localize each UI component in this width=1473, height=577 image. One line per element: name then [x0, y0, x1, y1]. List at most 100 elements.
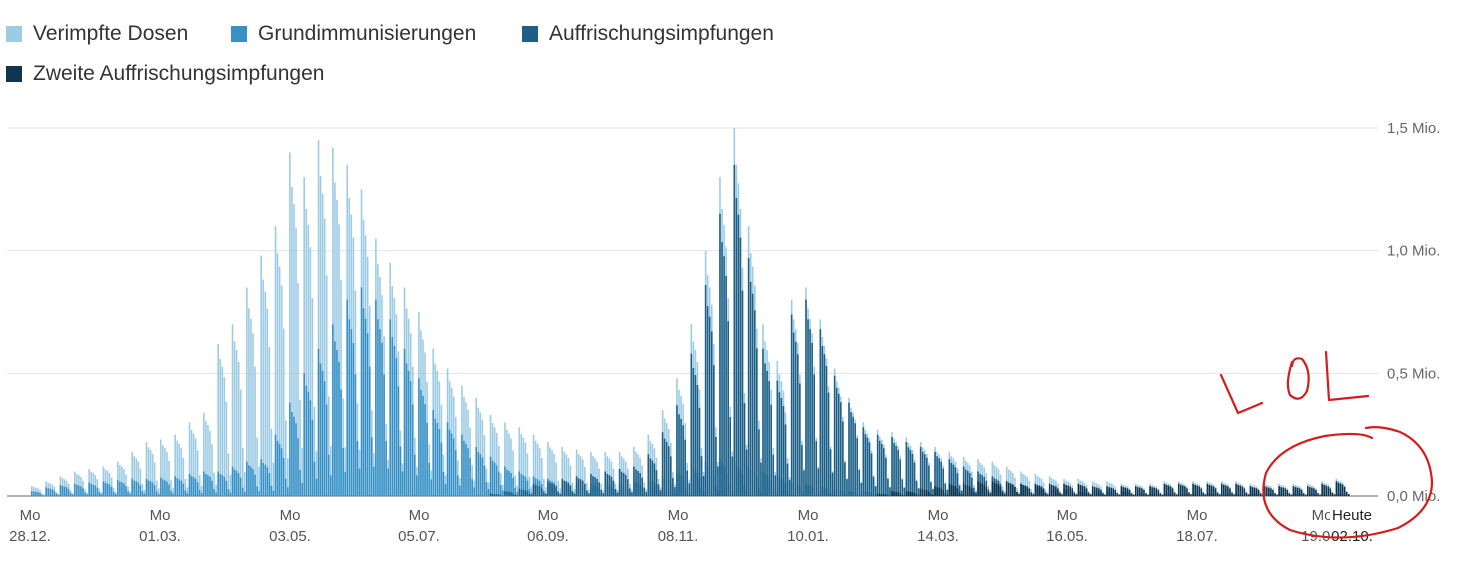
bar-grundimmunisierungen	[444, 483, 447, 496]
bar-zweite-auffrischungsimpfungen	[1128, 489, 1131, 496]
bar-zweite-auffrischungsimpfungen	[1065, 484, 1067, 496]
bar-grundimmunisierungen	[63, 486, 66, 496]
bar-zweite-auffrischungsimpfungen	[921, 489, 924, 496]
bar-auffrischungsimpfungen	[917, 488, 920, 496]
bar-grundimmunisierungen	[403, 348, 406, 496]
bar-grundimmunisierungen	[327, 454, 330, 496]
bar-grundimmunisierungen	[375, 299, 377, 496]
bar-zweite-auffrischungsimpfungen	[923, 489, 926, 496]
bar-verimpfte-dosen	[258, 466, 260, 496]
bar-grundimmunisierungen	[293, 416, 295, 496]
bar-grundimmunisierungen	[397, 386, 400, 496]
bar-zweite-auffrischungsimpfungen	[1186, 488, 1188, 496]
bar-verimpfte-dosen	[256, 437, 258, 496]
bar-grundimmunisierungen	[430, 479, 432, 496]
bar-grundimmunisierungen	[211, 480, 213, 496]
bar-auffrischungsimpfungen	[833, 375, 836, 496]
bar-auffrischungsimpfungen	[889, 487, 891, 496]
y-axis-ticks: 0,0 Mio. 0,5 Mio. 1,0 Mio. 1,5 Mio.	[1387, 120, 1440, 505]
bar-verimpfte-dosen	[41, 493, 43, 496]
bar-grundimmunisierungen	[364, 318, 367, 496]
bar-auffrischungsimpfungen	[567, 482, 570, 496]
bar-auffrischungsimpfungen	[704, 285, 707, 496]
bar-grundimmunisierungen	[500, 485, 502, 496]
bar-zweite-auffrischungsimpfungen	[983, 484, 985, 496]
bar-zweite-auffrischungsimpfungen	[1286, 489, 1289, 496]
legend-item-zweite-auffrischungsimpfungen[interactable]: Zweite Auffrischungsimpfungen	[6, 62, 324, 86]
bar-grundimmunisierungen	[153, 485, 156, 496]
bar-zweite-auffrischungsimpfungen	[880, 493, 883, 496]
bar-verimpfte-dosen	[516, 485, 519, 496]
bar-grundimmunisierungen	[332, 324, 334, 496]
bar-zweite-auffrischungsimpfungen	[1274, 493, 1276, 496]
bar-auffrischungsimpfungen	[776, 380, 779, 496]
bar-auffrischungsimpfungen	[848, 402, 850, 496]
bar-verimpfte-dosen	[577, 454, 580, 496]
bar-auffrischungsimpfungen	[608, 475, 611, 496]
bar-verimpfte-dosen	[151, 453, 154, 496]
bar-verimpfte-dosen	[203, 412, 205, 496]
bar-auffrischungsimpfungen	[706, 306, 709, 496]
bar-grundimmunisierungen	[465, 443, 467, 496]
bar-zweite-auffrischungsimpfungen	[895, 491, 897, 496]
bar-zweite-auffrischungsimpfungen	[1096, 487, 1098, 496]
bar-verimpfte-dosen	[299, 399, 301, 496]
bar-grundimmunisierungen	[180, 480, 183, 496]
bar-grundimmunisierungen	[131, 478, 133, 496]
x-tick-weekday: Mo	[409, 507, 430, 524]
bar-zweite-auffrischungsimpfungen	[1296, 487, 1299, 496]
bar-zweite-auffrischungsimpfungen	[1034, 483, 1037, 496]
bar-auffrischungsimpfungen	[758, 429, 760, 496]
bar-zweite-auffrischungsimpfungen	[1075, 494, 1078, 496]
bar-verimpfte-dosen	[506, 429, 508, 496]
bar-zweite-auffrischungsimpfungen	[1050, 484, 1053, 496]
bar-zweite-auffrischungsimpfungen	[1180, 484, 1182, 496]
bar-auffrischungsimpfungen	[510, 492, 512, 496]
bar-verimpfte-dosen	[514, 475, 516, 496]
bar-zweite-auffrischungsimpfungen	[971, 488, 973, 496]
bar-auffrischungsimpfungen	[489, 493, 492, 496]
x-tick-date: 03.05.	[269, 528, 311, 545]
bar-grundimmunisierungen	[432, 410, 435, 496]
bar-grundimmunisierungen	[522, 475, 525, 496]
legend-item-verimpfte-dosen[interactable]: Verimpfte Dosen	[6, 22, 188, 46]
legend-item-auffrischungsimpfungen[interactable]: Auffrischungsimpfungen	[522, 22, 774, 46]
bar-auffrischungsimpfungen	[792, 332, 795, 496]
bar-grundimmunisierungen	[49, 488, 52, 496]
bar-auffrischungsimpfungen	[657, 484, 660, 496]
bar-verimpfte-dosen	[270, 428, 273, 496]
bar-zweite-auffrischungsimpfungen	[1007, 482, 1010, 496]
bar-auffrischungsimpfungen	[508, 491, 510, 496]
today-label: Heute	[1332, 507, 1372, 524]
bar-zweite-auffrischungsimpfungen	[1327, 486, 1330, 496]
bar-verimpfte-dosen	[137, 461, 140, 496]
bar-zweite-auffrischungsimpfungen	[1059, 492, 1061, 496]
bar-auffrischungsimpfungen	[655, 470, 658, 496]
bar-verimpfte-dosen	[510, 438, 512, 496]
bar-zweite-auffrischungsimpfungen	[917, 495, 920, 496]
bar-zweite-auffrischungsimpfungen	[1177, 483, 1180, 496]
bar-zweite-auffrischungsimpfungen	[995, 483, 998, 496]
bar-auffrischungsimpfungen	[504, 491, 506, 496]
bar-grundimmunisierungen	[51, 489, 54, 496]
bar-verimpfte-dosen	[563, 451, 566, 496]
bar-verimpfte-dosen	[215, 484, 217, 496]
bar-grundimmunisierungen	[301, 482, 303, 496]
bar-grundimmunisierungen	[43, 495, 45, 496]
bar-grundimmunisierungen	[53, 490, 56, 496]
bar-auffrischungsimpfungen	[923, 454, 926, 496]
bar-grundimmunisierungen	[100, 494, 103, 496]
bar-grundimmunisierungen	[379, 329, 381, 496]
bar-grundimmunisierungen	[526, 480, 529, 496]
bar-zweite-auffrischungsimpfungen	[1134, 486, 1137, 496]
legend-item-grundimmunisierungen[interactable]: Grundimmunisierungen	[231, 22, 476, 46]
bar-grundimmunisierungen	[323, 381, 326, 496]
bar-grundimmunisierungen	[184, 490, 187, 496]
circle-annotation	[1262, 426, 1434, 539]
bar-auffrischungsimpfungen	[907, 447, 910, 496]
bar-auffrischungsimpfungen	[745, 449, 748, 496]
bar-grundimmunisierungen	[471, 478, 473, 496]
bar-auffrischungsimpfungen	[598, 482, 600, 496]
bar-auffrischungsimpfungen	[731, 456, 734, 496]
bar-zweite-auffrischungsimpfungen	[1288, 493, 1291, 496]
